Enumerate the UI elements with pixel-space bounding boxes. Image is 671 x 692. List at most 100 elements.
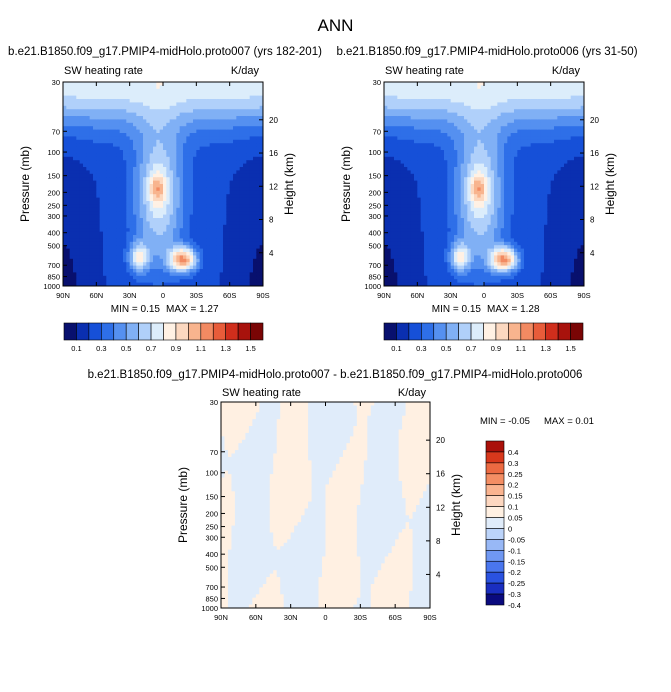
heatmap-cell — [384, 153, 388, 158]
heatmap-cell — [169, 92, 174, 96]
heatmap-cell — [239, 133, 244, 137]
heatmap-cell — [236, 190, 241, 195]
max-label: MAX = 1.27 — [166, 304, 219, 315]
heatmap-cell — [146, 262, 151, 266]
heatmap-cell — [203, 211, 207, 215]
heatmap-cell — [66, 150, 71, 154]
heatmap-cell — [166, 204, 171, 209]
heatmap-cell — [243, 228, 247, 232]
heatmap-cell — [400, 116, 405, 120]
heatmap-cell — [430, 173, 435, 178]
heatmap-cell — [213, 136, 217, 141]
heatmap-cell — [169, 82, 174, 86]
heatmap-cell — [410, 139, 415, 144]
heatmap-cell — [179, 170, 184, 175]
heatmap-cell — [189, 173, 194, 178]
heatmap-cell — [83, 160, 87, 164]
heatmap-cell — [139, 82, 144, 86]
heatmap-cell — [424, 184, 428, 188]
heatmap-cell — [93, 85, 97, 90]
heatmap-cell — [183, 102, 187, 107]
heatmap-cell — [206, 207, 211, 212]
heatmap-cell — [394, 85, 398, 90]
heatmap-cell — [387, 105, 392, 110]
heatmap-cell — [116, 116, 121, 120]
heatmap-cell — [440, 119, 445, 124]
heatmap-cell — [223, 248, 227, 253]
heatmap-cell — [73, 136, 77, 141]
heatmap-cell — [233, 112, 237, 117]
heatmap-cell — [219, 88, 224, 93]
heatmap-cell — [417, 258, 422, 263]
heatmap-cell — [156, 245, 161, 249]
heatmap-cell — [253, 272, 257, 277]
heatmap-cell — [119, 194, 124, 198]
heatmap-cell — [427, 150, 432, 154]
heatmap-cell — [427, 109, 432, 113]
heatmap-cell — [129, 187, 134, 192]
heatmap-cell — [414, 163, 418, 168]
heatmap-cell — [417, 109, 422, 113]
heatmap-cell — [226, 272, 231, 277]
heatmap-cell — [66, 109, 71, 113]
heatmap-cell — [166, 218, 171, 222]
heatmap-cell — [113, 150, 117, 154]
heatmap-cell — [206, 265, 211, 270]
heatmap-cell — [430, 167, 435, 171]
heatmap-cell — [397, 184, 402, 188]
heatmap-cell — [440, 153, 445, 158]
heatmap-cell — [209, 180, 214, 185]
heatmap-cell — [139, 255, 144, 260]
heatmap-cell — [420, 163, 425, 168]
heatmap-cell — [183, 231, 187, 236]
heatmap-cell — [209, 245, 214, 249]
heatmap-cell — [400, 133, 405, 137]
heatmap-cell — [219, 187, 224, 192]
heatmap-cell — [159, 116, 164, 120]
heatmap-cell — [176, 143, 181, 147]
heatmap-cell — [216, 126, 221, 130]
heatmap-cell — [149, 265, 154, 270]
heatmap-cell — [390, 99, 395, 103]
heatmap-cell — [69, 184, 74, 188]
heatmap-cell — [236, 129, 241, 134]
heatmap-cell — [384, 228, 388, 232]
heatmap-cell — [430, 224, 435, 229]
heatmap-cell — [156, 143, 161, 147]
y-tick-label: 200 — [47, 188, 60, 197]
heatmap-cell — [206, 122, 211, 127]
heatmap-cell — [454, 109, 458, 113]
heatmap-cell — [76, 153, 81, 158]
heatmap-cell — [410, 116, 415, 120]
heatmap-cell — [394, 153, 398, 158]
heatmap-cell — [66, 269, 71, 273]
heatmap-cell — [400, 177, 405, 181]
heatmap-cell — [424, 180, 428, 185]
heatmap-cell — [179, 265, 184, 270]
heatmap-cell — [136, 92, 141, 96]
y-axis-label: Pressure (mb) — [18, 146, 32, 222]
heatmap-cell — [116, 129, 121, 134]
heatmap-cell — [447, 275, 452, 280]
heatmap-cell — [223, 122, 227, 127]
heatmap-cell — [199, 194, 204, 198]
heatmap-cell — [69, 102, 74, 107]
heatmap-cell — [146, 160, 151, 164]
heatmap-cell — [146, 99, 151, 103]
heatmap-cell — [246, 190, 251, 195]
heatmap-cell — [253, 180, 257, 185]
heatmap-cell — [136, 82, 141, 86]
heatmap-cell — [106, 184, 111, 188]
heatmap-cell — [146, 102, 151, 107]
heatmap-cell — [213, 231, 217, 236]
heatmap-cell — [440, 177, 445, 181]
heatmap-cell — [119, 245, 124, 249]
heatmap-cell — [233, 92, 237, 96]
heatmap-cell — [119, 156, 124, 161]
heatmap-cell — [143, 88, 147, 93]
heatmap-cell — [447, 150, 452, 154]
heatmap-cell — [427, 133, 432, 137]
heatmap-cell — [119, 126, 124, 130]
heatmap-cell — [450, 153, 455, 158]
heatmap-cell — [129, 167, 134, 171]
